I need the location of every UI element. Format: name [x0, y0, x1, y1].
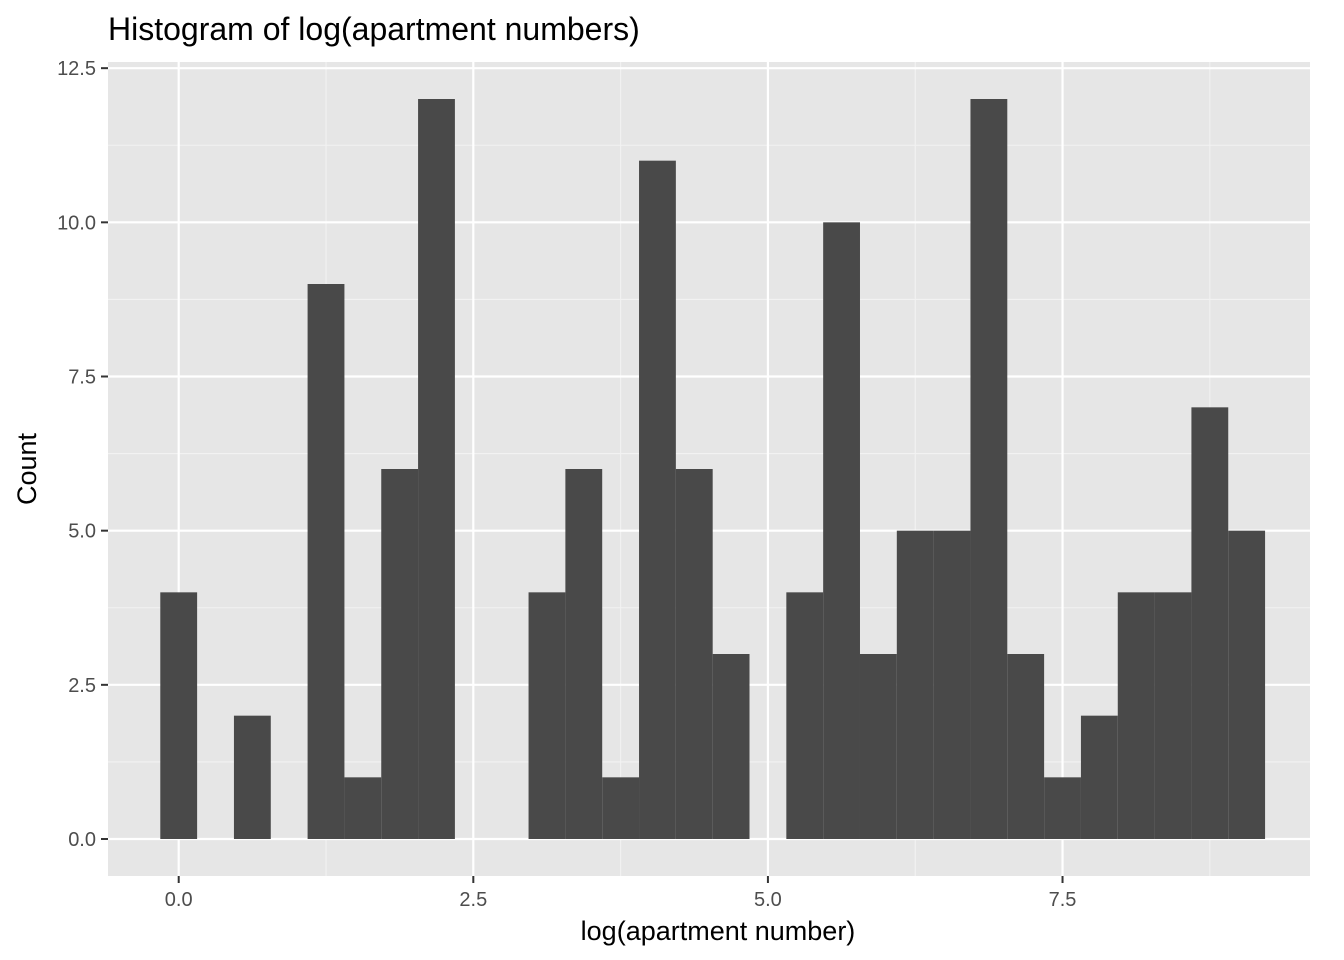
x-tick-label: 0.0 [165, 889, 193, 911]
histogram-bar [344, 777, 382, 839]
histogram-bar [602, 777, 640, 839]
histogram-bar [970, 99, 1008, 839]
histogram-bar [896, 530, 934, 839]
y-tick-label: 7.5 [68, 367, 96, 389]
y-axis: 0.0 2.5 5.0 7.5 10.0 12.5 [57, 58, 108, 851]
histogram-bar [712, 654, 750, 839]
histogram-bar [1044, 777, 1081, 839]
y-axis-title: Count [12, 432, 42, 505]
y-tick-label: 10.0 [57, 212, 96, 234]
histogram-bar [639, 160, 676, 839]
histogram-bar [381, 469, 419, 839]
histogram-bar [1117, 592, 1155, 839]
histogram-bar [528, 592, 566, 839]
histogram-bar [307, 284, 345, 839]
histogram-bar [418, 99, 455, 839]
histogram-bar [823, 222, 860, 840]
histogram-bar [933, 530, 971, 839]
histogram-bar [1191, 407, 1229, 839]
histogram-bar [786, 592, 824, 839]
bars [160, 99, 1266, 840]
x-tick-label: 7.5 [1049, 889, 1077, 911]
x-tick-label: 2.5 [459, 889, 487, 911]
y-tick-label: 5.0 [68, 521, 96, 543]
histogram-bar [675, 469, 713, 839]
y-tick-label: 2.5 [68, 675, 96, 697]
histogram-bar [565, 469, 603, 839]
chart-title: Histogram of log(apartment numbers) [108, 11, 640, 47]
x-tick-label: 5.0 [754, 889, 782, 911]
histogram-bar [1080, 715, 1118, 839]
x-axis-title: log(apartment number) [581, 916, 856, 946]
x-axis: 0.0 2.5 5.0 7.5 [165, 876, 1077, 911]
histogram-bar [859, 654, 897, 839]
histogram-bar [1007, 654, 1045, 839]
histogram-bar [1228, 530, 1266, 839]
y-tick-label: 12.5 [57, 58, 96, 80]
y-tick-label: 0.0 [68, 829, 96, 851]
histogram-bar [160, 592, 198, 839]
histogram-bar [233, 715, 271, 839]
histogram-bar [1154, 592, 1192, 839]
